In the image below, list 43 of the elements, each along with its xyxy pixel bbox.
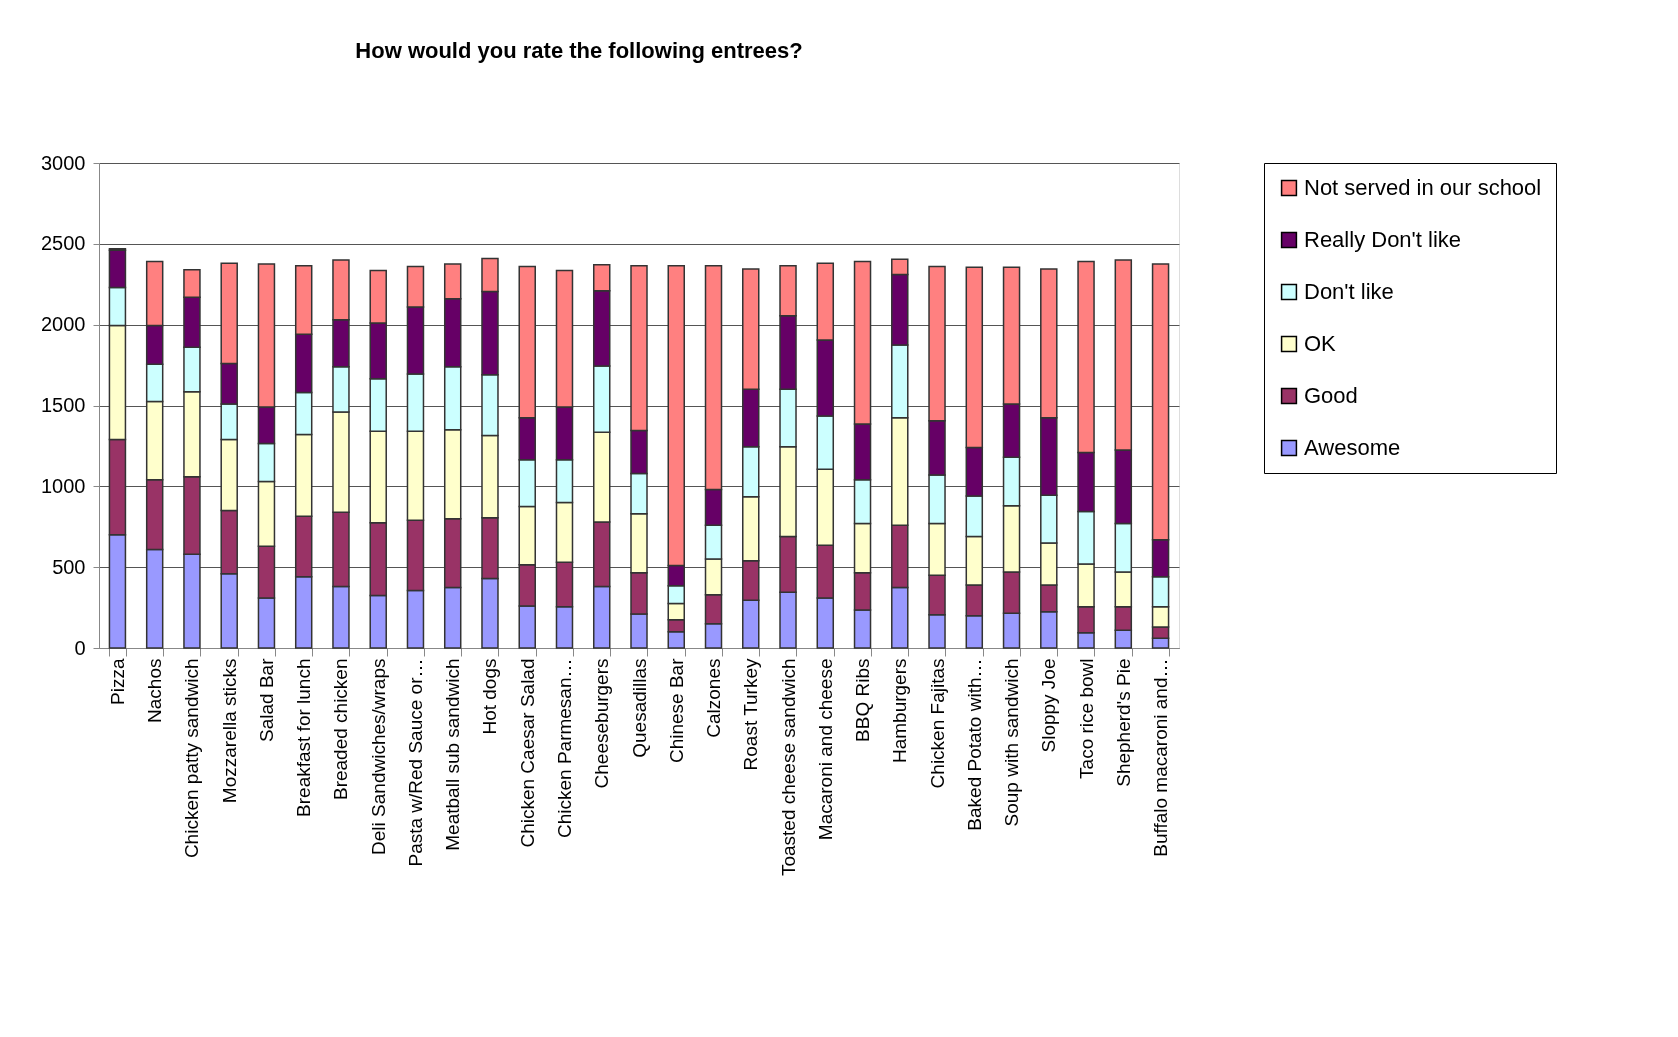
legend-label: Don't like xyxy=(1304,279,1394,304)
x-tick-label: Deli Sandwiches/wraps xyxy=(367,658,389,855)
x-tick-label: Toasted cheese sandwich xyxy=(777,658,799,877)
x-tick-label: Salad Bar xyxy=(255,657,277,742)
y-tick-label: 1500 xyxy=(41,394,86,416)
x-tick-label: Soup with sandwich xyxy=(1001,658,1023,827)
x-tick-label: Taco rice bowl xyxy=(1075,658,1097,779)
x-tick-label: Macaroni and cheese xyxy=(814,658,836,841)
x-tick-label: Pizza xyxy=(106,658,128,705)
y-tick-label: 2000 xyxy=(41,313,86,336)
x-tick-label: Buffalo macaroni and… xyxy=(1150,658,1172,857)
y-tick-label: 1000 xyxy=(41,474,86,497)
legend-label: Awesome xyxy=(1304,435,1401,460)
x-tick-label: Breaded chicken xyxy=(330,658,352,801)
y-tick-label: 2500 xyxy=(41,232,86,255)
x-tick-label: Cheeseburgers xyxy=(591,658,613,789)
x-tick-label: Chinese Bar xyxy=(665,657,687,764)
x-tick-label: Nachos xyxy=(144,658,166,723)
x-tick-label: Breakfast for lunch xyxy=(293,658,315,817)
x-tick-label: Calzones xyxy=(703,658,725,738)
y-tick-label: 0 xyxy=(74,636,86,659)
x-tick-label: Baked Potato with… xyxy=(963,658,985,831)
x-tick-label: Chicken Caesar Salad xyxy=(516,658,538,848)
legend-label: Not served in our school xyxy=(1304,175,1542,200)
x-tick-label: Shepherd's Pie xyxy=(1112,658,1134,787)
x-tick-label: Pasta w/Red Sauce or… xyxy=(404,658,426,867)
x-tick-label: Mozzarella sticks xyxy=(218,658,240,804)
x-tick-label: Roast Turkey xyxy=(740,658,762,771)
y-tick-label: 500 xyxy=(52,555,86,578)
x-tick-label: Hot dogs xyxy=(479,658,501,735)
x-tick-label: Chicken patty sandwich xyxy=(181,658,203,859)
legend-label: OK xyxy=(1304,331,1337,356)
y-tick-label: 3000 xyxy=(41,151,86,174)
x-tick-label: BBQ Ribs xyxy=(852,658,874,742)
x-tick-label: Hamburgers xyxy=(889,658,911,764)
x-tick-label: Meatball sub sandwich xyxy=(442,658,464,851)
x-tick-label: Chicken Parmesan… xyxy=(553,658,575,839)
x-tick-label: Quesadillas xyxy=(628,658,650,758)
x-tick-label: Chicken Fajitas xyxy=(926,658,948,789)
legend-label: Good xyxy=(1304,383,1358,408)
x-tick-label: Sloppy Joe xyxy=(1038,658,1060,753)
chart-title: How would you rate the following entrees? xyxy=(355,38,803,63)
legend-label: Really Don't like xyxy=(1304,227,1462,252)
